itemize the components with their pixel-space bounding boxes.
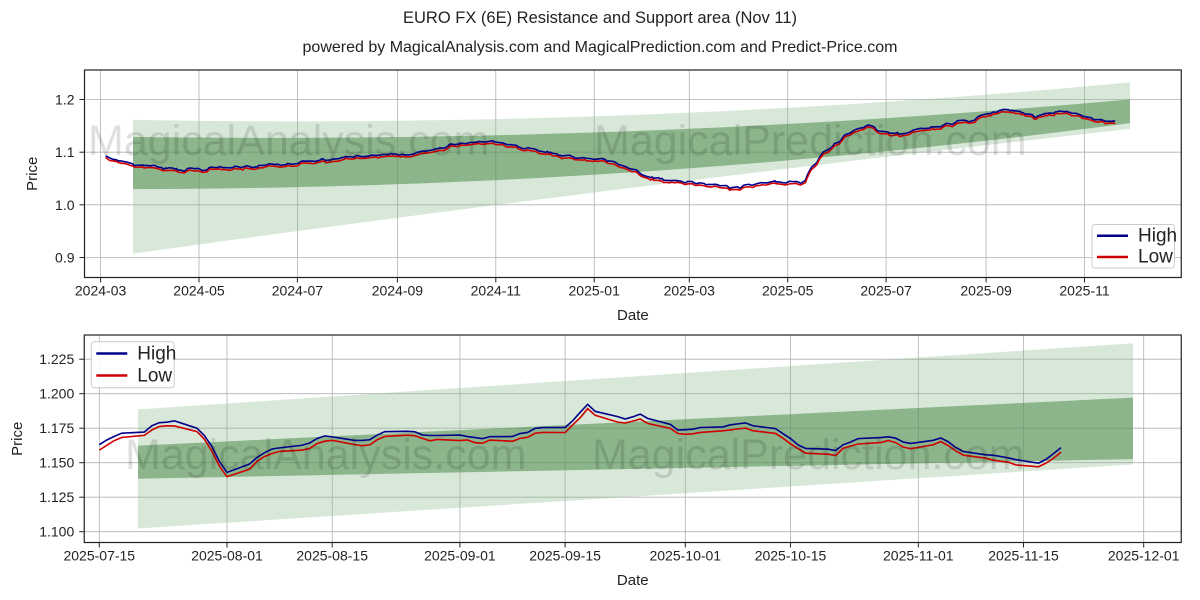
svg-text:MagicalPrediction.com: MagicalPrediction.com (592, 431, 1025, 479)
svg-text:2025-11-01: 2025-11-01 (883, 548, 954, 564)
svg-text:Price: Price (24, 157, 41, 191)
svg-text:1.200: 1.200 (39, 386, 74, 402)
svg-text:Low: Low (1138, 247, 1173, 268)
svg-text:0.9: 0.9 (55, 250, 75, 266)
svg-text:MagicalAnalysis.com: MagicalAnalysis.com (125, 431, 526, 479)
svg-text:High: High (1138, 226, 1177, 247)
svg-text:1.0: 1.0 (55, 197, 75, 213)
svg-text:2025-12-01: 2025-12-01 (1108, 548, 1180, 564)
svg-text:2025-11-15: 2025-11-15 (988, 548, 1059, 564)
svg-text:Price: Price (9, 422, 26, 456)
svg-text:1.2: 1.2 (55, 92, 75, 108)
svg-text:2024-07: 2024-07 (272, 283, 324, 299)
svg-text:1.175: 1.175 (39, 420, 74, 436)
svg-text:2025-09-15: 2025-09-15 (529, 548, 601, 564)
svg-text:Date: Date (617, 307, 649, 324)
svg-text:2025-08-01: 2025-08-01 (191, 548, 263, 564)
svg-text:MagicalAnalysis.com: MagicalAnalysis.com (88, 117, 489, 165)
svg-text:1.100: 1.100 (39, 524, 74, 540)
svg-text:2024-03: 2024-03 (75, 283, 127, 299)
svg-text:1.225: 1.225 (39, 351, 74, 367)
svg-text:2025-03: 2025-03 (664, 283, 716, 299)
svg-text:2025-01: 2025-01 (569, 283, 621, 299)
svg-text:2024-05: 2024-05 (173, 283, 225, 299)
svg-text:2025-05: 2025-05 (762, 283, 814, 299)
svg-text:1.150: 1.150 (39, 455, 74, 471)
svg-text:2025-09-01: 2025-09-01 (424, 548, 496, 564)
svg-text:Low: Low (137, 366, 172, 387)
svg-text:1.1: 1.1 (55, 144, 75, 160)
svg-text:High: High (137, 344, 176, 365)
svg-text:2025-11: 2025-11 (1059, 283, 1110, 299)
svg-text:2025-10-01: 2025-10-01 (649, 548, 721, 564)
svg-text:2025-09: 2025-09 (960, 283, 1012, 299)
svg-text:2025-10-15: 2025-10-15 (755, 548, 827, 564)
svg-text:2025-08-15: 2025-08-15 (296, 548, 368, 564)
svg-text:MagicalPrediction.com: MagicalPrediction.com (594, 117, 1027, 165)
svg-text:2024-09: 2024-09 (372, 283, 424, 299)
svg-text:1.125: 1.125 (39, 489, 74, 505)
svg-text:2024-11: 2024-11 (471, 283, 522, 299)
svg-text:Date: Date (617, 572, 649, 589)
svg-text:2025-07-15: 2025-07-15 (63, 548, 135, 564)
svg-text:2025-07: 2025-07 (860, 283, 912, 299)
